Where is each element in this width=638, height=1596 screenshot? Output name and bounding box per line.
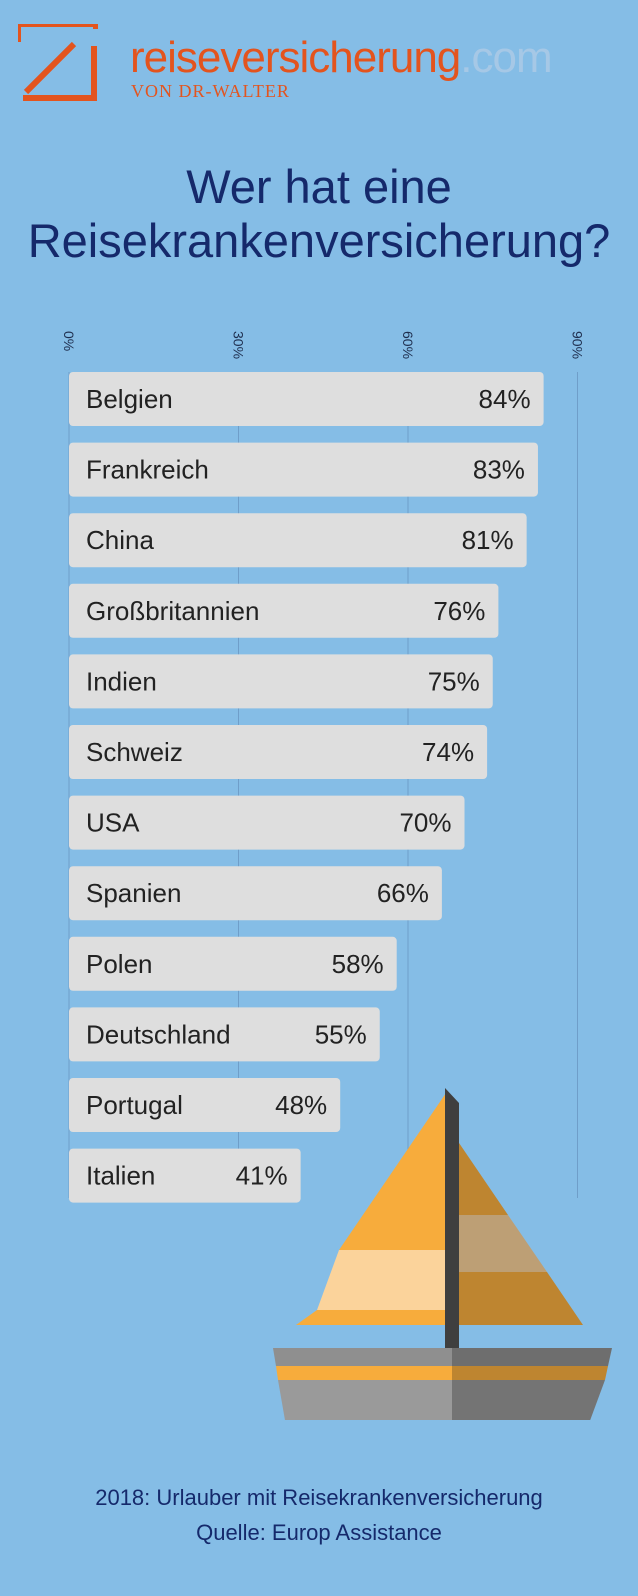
hull-bottom-right [452, 1380, 605, 1420]
tick-label-0: 0% [61, 331, 77, 351]
bar-value-label: 81% [462, 525, 514, 555]
bar-value-label: 41% [236, 1161, 288, 1191]
hull-top-right [452, 1348, 612, 1366]
sail-left-stripe [317, 1250, 446, 1310]
bar-category-label: Großbritannien [86, 596, 259, 626]
bar-7 [69, 795, 465, 850]
logo-wordmark: reiseversicherung.com [130, 33, 553, 82]
sailboat-illustration [273, 1088, 612, 1420]
chart-bars: Belgien 84% Frankreich 83% China 81% Großbrita… [69, 372, 544, 1203]
sail-left-top [339, 1093, 446, 1250]
bar-value-label: 55% [315, 1019, 367, 1049]
bar-category-label: Portugal [86, 1090, 183, 1120]
bar-category-label: Frankreich [86, 455, 209, 485]
bar-category-label: China [86, 525, 154, 555]
logo-icon [18, 24, 98, 101]
hull-bottom-left [278, 1380, 452, 1420]
chart-axis-ticks: 0% 30% 60% 90% [61, 331, 586, 359]
bar-3 [69, 513, 527, 568]
bar-8 [69, 866, 442, 921]
bar-9 [69, 936, 397, 991]
logo-tld: .com [460, 33, 552, 82]
bar-6 [69, 725, 488, 779]
bar-category-label: Schweiz [86, 737, 183, 767]
mast [445, 1088, 459, 1350]
hull-stripe-right [452, 1366, 608, 1380]
bar-value-label: 58% [332, 949, 384, 979]
sail-right-stripe [457, 1215, 547, 1272]
bar-category-label: Indien [86, 666, 157, 696]
tick-label-90: 90% [570, 331, 586, 359]
logo-subtitle: VON DR-WALTER [131, 81, 290, 101]
bar-4 [69, 583, 499, 638]
bar-12 [69, 1148, 301, 1203]
bar-category-label: USA [86, 808, 140, 838]
bar-value-label: 70% [399, 808, 451, 838]
bar-value-label: 75% [428, 666, 480, 696]
bar-chart: 0% 30% 60% 90% Belgien 84% Frankreich 83% China… [61, 331, 612, 1420]
bar-category-label: Belgien [86, 384, 173, 414]
chart-title: Wer hat eine Reisekrankenversicherung? [0, 160, 638, 268]
bar-2 [69, 442, 538, 497]
hull-top-left [273, 1348, 452, 1366]
logo-brand: reiseversicherung [130, 33, 461, 82]
tick-label-60: 60% [400, 331, 416, 359]
bar-1 [69, 372, 544, 426]
bar-value-label: 66% [377, 878, 429, 908]
bar-value-label: 48% [275, 1090, 327, 1120]
bar-10 [69, 1007, 380, 1062]
bar-value-label: 84% [479, 384, 531, 414]
sail-right-top [457, 1140, 508, 1215]
title-line-1: Wer hat eine [186, 160, 452, 213]
bar-value-label: 76% [433, 596, 485, 626]
bar-value-label: 74% [422, 737, 474, 767]
bar-11 [69, 1078, 341, 1132]
bar-category-label: Italien [86, 1161, 155, 1191]
hull-stripe-left [276, 1366, 452, 1380]
bar-category-label: Spanien [86, 878, 181, 908]
bar-category-label: Deutschland [86, 1019, 231, 1049]
footer-source: Quelle: Europ Assistance [196, 1520, 442, 1545]
bar-value-label: 83% [473, 455, 525, 485]
bar-category-label: Polen [86, 949, 153, 979]
sail-left-bottom [296, 1310, 446, 1325]
tick-label-30: 30% [231, 331, 247, 359]
title-line-2: Reisekrankenversicherung? [27, 214, 611, 267]
bar-5 [69, 654, 493, 709]
footer-caption: 2018: Urlauber mit Reisekrankenversicher… [95, 1485, 543, 1510]
sail-right-bottom [457, 1272, 583, 1325]
